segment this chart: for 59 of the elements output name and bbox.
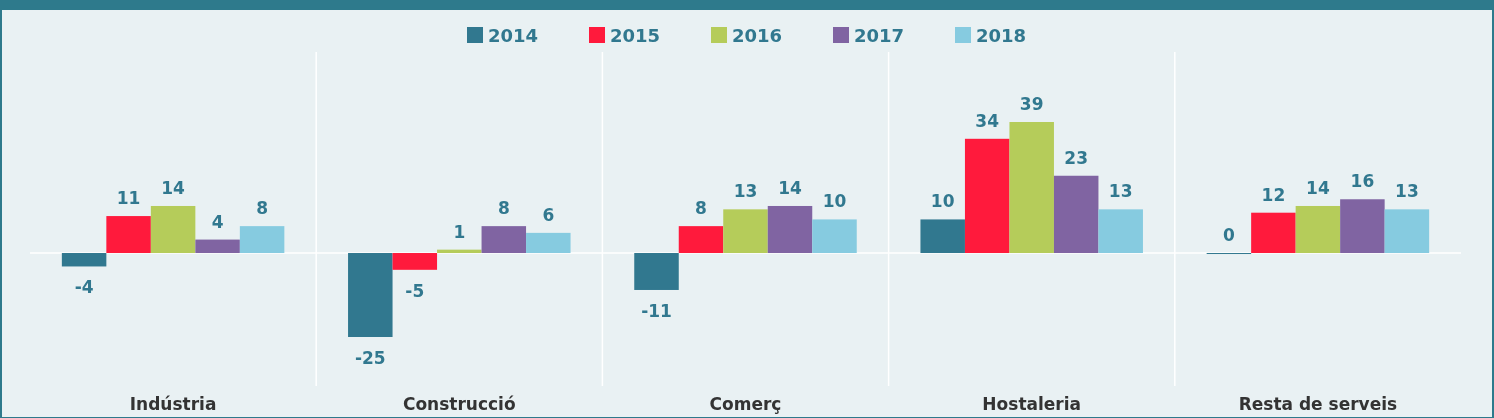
data-label: 10 xyxy=(930,191,955,212)
bar xyxy=(1251,212,1296,254)
bar xyxy=(392,253,438,270)
legend-label: 2015 xyxy=(610,25,661,46)
bar xyxy=(1053,175,1099,254)
x-tick-label: Hostaleria xyxy=(982,394,1082,414)
x-tick-label: Comerç xyxy=(709,394,782,414)
bar xyxy=(1009,122,1054,254)
bar xyxy=(634,253,679,290)
bar xyxy=(964,138,1010,254)
data-label: 14 xyxy=(161,177,186,198)
bar xyxy=(526,232,571,254)
bar xyxy=(812,219,857,254)
data-label: 10 xyxy=(822,191,847,212)
x-tick-label: Resta de serveis xyxy=(1238,394,1398,414)
bar xyxy=(1340,199,1385,254)
legend-label: 2018 xyxy=(976,25,1027,46)
bar xyxy=(348,253,393,337)
bar xyxy=(678,226,724,254)
bar xyxy=(61,253,107,267)
bar xyxy=(437,249,482,254)
legend-label: 2014 xyxy=(488,25,539,46)
data-label: 13 xyxy=(1108,181,1133,202)
data-label: 39 xyxy=(1019,94,1044,114)
x-tick-label: Construcció xyxy=(402,394,516,414)
bar xyxy=(481,226,527,254)
bar xyxy=(195,239,240,254)
bar xyxy=(1295,205,1341,254)
data-label: 12 xyxy=(1261,184,1286,205)
data-label: 0 xyxy=(1222,225,1235,246)
data-label: -25 xyxy=(354,348,386,368)
data-label: 8 xyxy=(256,198,269,219)
data-label: 23 xyxy=(1064,147,1089,168)
legend-label: 2017 xyxy=(854,25,905,46)
bar xyxy=(239,226,285,254)
data-label: -4 xyxy=(74,277,94,298)
data-label: 13 xyxy=(733,181,758,202)
bar xyxy=(723,209,768,254)
data-label: 14 xyxy=(1306,177,1330,198)
data-label: -5 xyxy=(405,280,425,301)
data-label: 34 xyxy=(975,110,1000,131)
data-label: 14 xyxy=(778,177,802,198)
data-label: 4 xyxy=(211,211,224,232)
data-label: 8 xyxy=(497,198,510,219)
bar xyxy=(106,216,151,254)
bar xyxy=(767,205,813,254)
data-label: 16 xyxy=(1350,171,1375,192)
data-label: 11 xyxy=(116,188,141,209)
x-tick-label: Indústria xyxy=(129,394,217,414)
data-label: 8 xyxy=(695,198,707,219)
bar xyxy=(1098,209,1143,254)
data-label: 1 xyxy=(453,221,466,242)
bar xyxy=(920,219,965,254)
bar xyxy=(150,205,196,254)
legend-label: 2016 xyxy=(732,25,783,46)
data-label: 13 xyxy=(1395,181,1419,202)
data-label: -11 xyxy=(641,300,672,321)
data-label: 6 xyxy=(542,204,555,225)
bar xyxy=(1384,209,1430,254)
